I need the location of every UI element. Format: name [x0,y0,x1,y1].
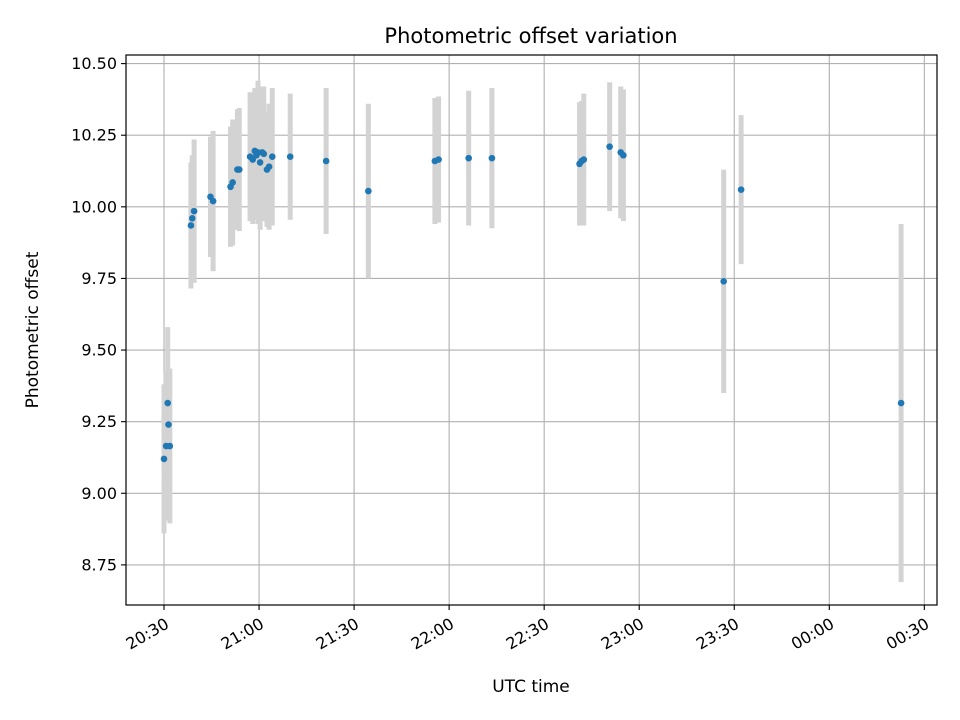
y-tick-label: 10.00 [71,197,117,216]
data-point [897,399,905,407]
data-point [365,187,372,195]
data-point [260,150,268,158]
data-point [160,455,168,463]
data-point [190,207,198,215]
data-point [187,222,195,229]
plot-frame [125,54,938,606]
data-point [322,157,330,165]
y-tick-label: 9.50 [81,341,117,360]
data-point [249,156,257,163]
data-point [166,442,174,450]
y-axis-ticks: 8.75 9.00 9.25 9.50 9.75 10.00 10.25 10.50 [71,54,126,574]
data-point [268,153,276,160]
y-tick-label: 9.25 [81,412,117,431]
data-point [620,151,627,159]
data-point [720,278,727,285]
data-point [188,214,196,222]
y-tick-label: 8.75 [81,555,117,574]
data-point [737,186,745,193]
data-point [235,166,243,173]
data-points [160,143,905,463]
chart-title: Photometric offset variation [384,24,677,48]
y-tick-label: 9.75 [81,269,117,288]
data-point [209,197,217,205]
y-tick-label: 10.50 [71,54,117,73]
data-point [286,153,294,160]
x-axis-label: UTC time [492,677,570,697]
data-point [265,163,273,171]
data-point [580,156,588,163]
data-point [435,156,442,163]
data-point [606,143,613,150]
data-point [256,159,264,166]
data-point [165,421,172,428]
y-tick-label: 10.25 [71,126,117,145]
data-point [164,399,172,407]
data-point [465,154,472,162]
data-point [229,179,236,186]
grid [126,55,937,605]
y-axis-label: Photometric offset [23,251,43,408]
data-point [488,154,496,162]
y-tick-label: 9.00 [81,484,117,503]
